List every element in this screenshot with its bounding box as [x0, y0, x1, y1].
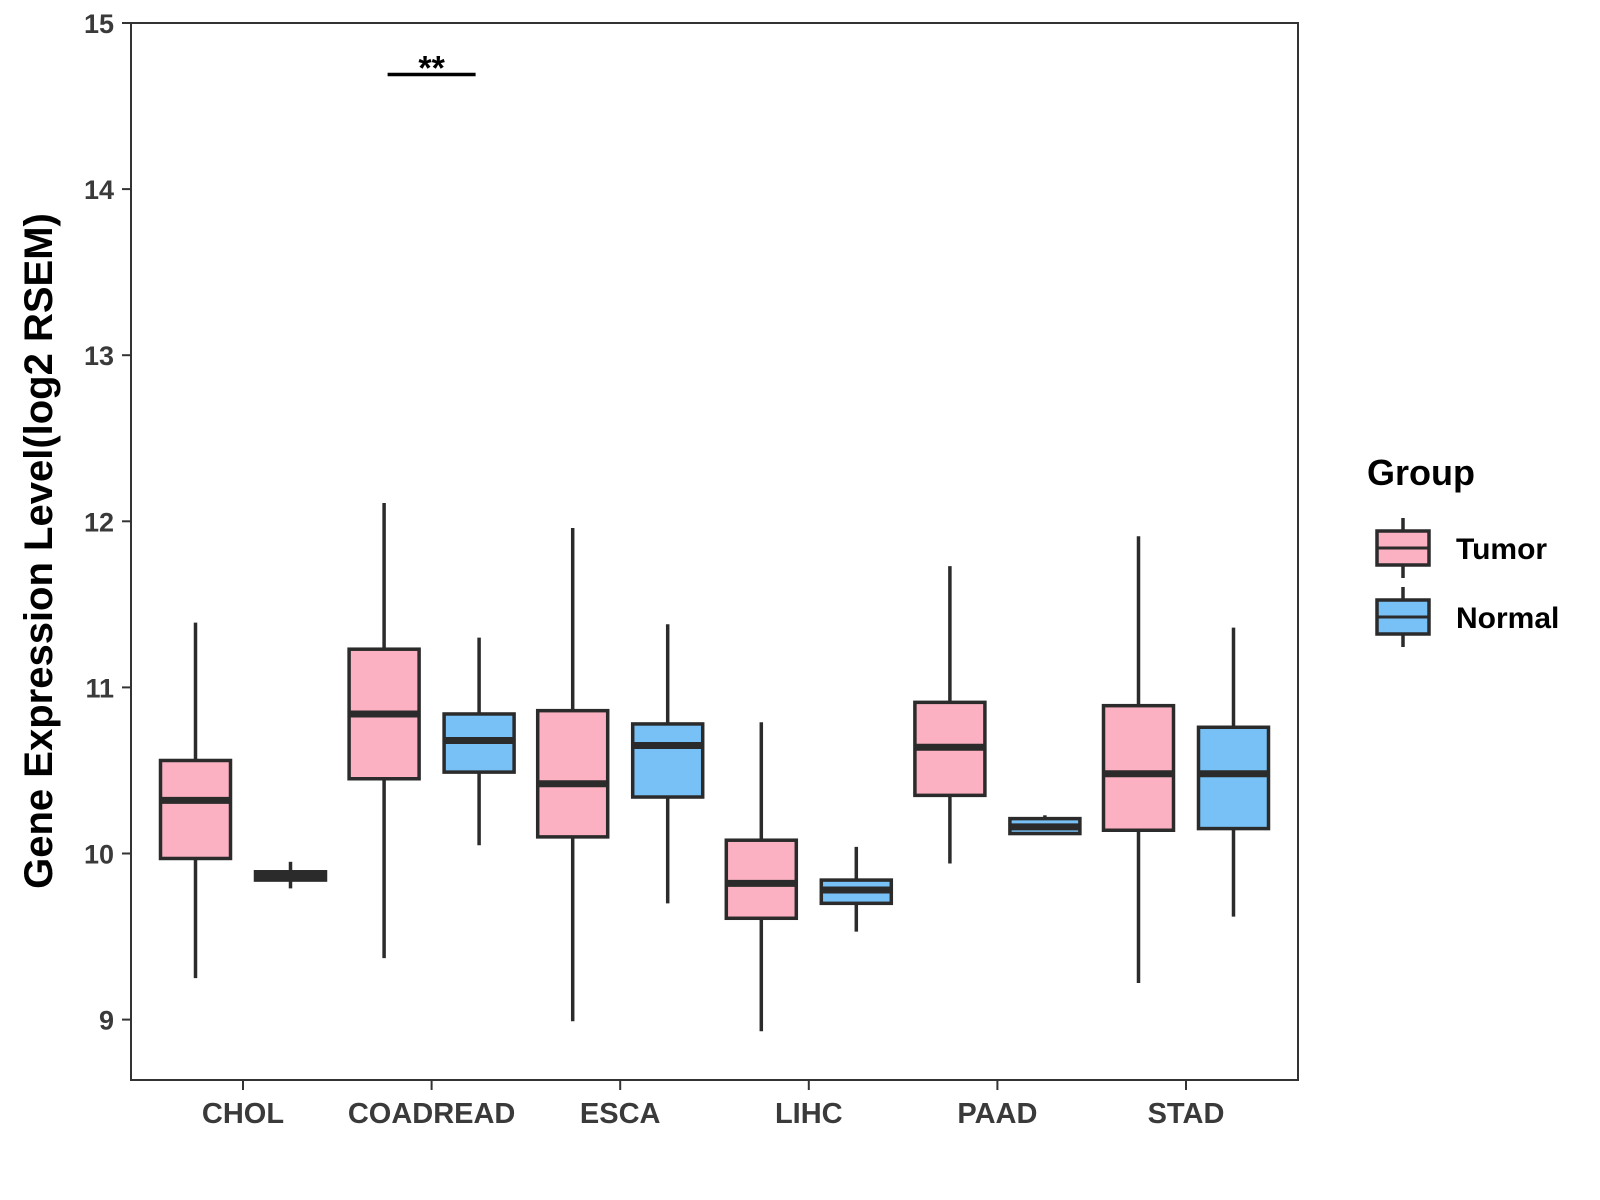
y-tick-label: 13 [84, 341, 114, 371]
x-axis: CHOL COADREAD ESCA LIHC PAAD STAD [202, 1080, 1224, 1130]
box-body [724, 838, 799, 921]
y-tick-label: 10 [84, 840, 114, 870]
y-tick-label: 12 [84, 507, 114, 537]
legend-item-normal: Normal [1375, 587, 1559, 647]
y-axis-title: Gene Expression Level(log2 RSEM) [17, 213, 61, 889]
legend-items: Tumor Normal [1375, 518, 1559, 647]
y-tick-label: 15 [84, 9, 114, 39]
legend-label: Tumor [1456, 533, 1547, 566]
box-tumor-esca [535, 527, 610, 1022]
y-tick-label: 9 [99, 1006, 114, 1036]
y-tick-label: 11 [85, 673, 114, 703]
box-body [1196, 725, 1271, 831]
x-tick-label-coadread: COADREAD [348, 1098, 516, 1130]
y-axis: 9 10 11 12 13 14 15 [84, 9, 131, 1036]
box-normal-lihc [819, 846, 894, 932]
box-normal-paad [1008, 815, 1082, 836]
x-tick-label-paad: PAAD [957, 1098, 1037, 1130]
x-tick-label-chol: CHOL [202, 1098, 284, 1130]
box-body [1101, 703, 1176, 832]
box-tumor-lihc [724, 722, 799, 1032]
annotations-layer: ** [387, 49, 476, 87]
box-normal-coadread [442, 637, 516, 846]
legend: Group Tumor Normal [1367, 452, 1559, 647]
box-tumor-stad [1101, 536, 1176, 984]
boxes-layer [158, 503, 1271, 1032]
box-tumor-coadread [347, 503, 421, 959]
box-normal-stad [1196, 627, 1271, 917]
legend-label: Normal [1456, 602, 1559, 635]
box-normal-chol [253, 861, 328, 889]
box-normal-esca [630, 624, 705, 904]
box-tumor-chol [158, 622, 233, 979]
box-body [535, 708, 610, 839]
plot-panel [130, 22, 1299, 1081]
legend-title: Group [1367, 452, 1475, 493]
y-tick-label: 14 [84, 175, 114, 205]
x-tick-label-esca: ESCA [580, 1098, 661, 1130]
legend-item-tumor: Tumor [1375, 518, 1547, 578]
significance-label: ** [418, 49, 445, 87]
box-body [630, 722, 705, 799]
x-tick-label-stad: STAD [1148, 1098, 1225, 1130]
x-tick-label-lihc: LIHC [775, 1098, 843, 1130]
box-body [158, 758, 233, 861]
box-tumor-paad [913, 566, 987, 864]
